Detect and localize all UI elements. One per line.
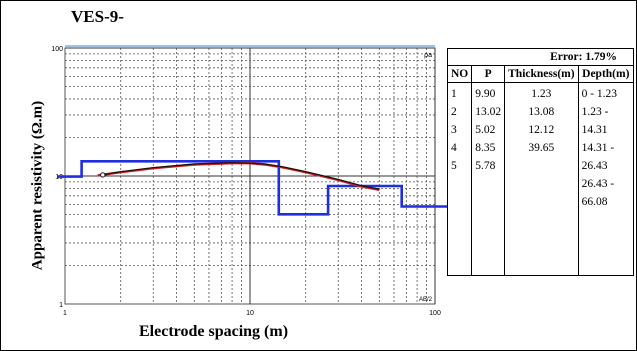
inversion-results-table: Error: 1.79% NO P Thickness(m) Depth(m) …: [446, 48, 635, 276]
cell-row4-col2: 8.35: [475, 142, 496, 154]
y-tick-label: 1: [59, 302, 63, 309]
header-no: NO: [446, 65, 473, 83]
chart-title: VES-9-: [71, 7, 124, 26]
x-tick-label: 10: [246, 310, 254, 317]
thickness-column: 1.23 13.08 12.12 39.65: [504, 82, 579, 231]
cell-row4-col4: 26.43 - 66.08: [581, 178, 615, 208]
cell-row5-col1: 5: [451, 160, 457, 172]
table-spacer-row: [446, 231, 635, 276]
cell-row2-col1: 2: [451, 106, 457, 118]
layer-model-line: [57, 160, 447, 216]
cell-row3-col3: 12.12: [528, 124, 555, 136]
x-tick-label: 1: [63, 310, 67, 317]
ab2-label: AB/2: [419, 297, 433, 303]
y-tick-label: 100: [51, 46, 63, 53]
depth-column: 0 - 1.23 1.23 - 14.31 14.31 - 26.43 26.43 -…: [577, 82, 635, 231]
cell-row3-col1: 3: [451, 124, 457, 136]
cell-row5-col3: [508, 157, 574, 175]
error-label: Error: 1.79%: [447, 48, 634, 66]
no-column: 1 2 3 4 5: [446, 82, 473, 231]
cell-row5-col2: 5.78: [475, 160, 496, 172]
cell-row1-col1: 1: [451, 88, 457, 100]
header-depth: Depth(m): [577, 65, 635, 83]
rho-a-label: ρa: [424, 52, 432, 59]
x-axis-label: Electrode spacing (m): [139, 323, 289, 340]
table-body: 1 2 3 4 5 9.90 13.02 5.02 8.35 5.78 1.23 13.08 12.…: [446, 82, 635, 231]
x-tick-label: 100: [429, 310, 441, 317]
resistivity-column: 9.90 13.02 5.02 8.35 5.78: [471, 82, 506, 231]
cell-row5-col4: [582, 211, 630, 229]
cell-row2-col4: 1.23 - 14.31: [581, 106, 609, 136]
cell-row2-col3: 13.08: [528, 106, 555, 118]
cell-row2-col2: 13.02: [475, 106, 502, 118]
table-header-row: NO P Thickness(m) Depth(m): [446, 65, 635, 83]
cell-row1-col3: 1.23: [531, 88, 552, 100]
cell-row3-col2: 5.02: [475, 124, 496, 136]
cell-row3-col4: 14.31 - 26.43: [581, 142, 615, 172]
cell-row4-col3: 39.65: [528, 142, 555, 154]
cell-row1-col4: 0 - 1.23: [581, 88, 618, 100]
header-thickness: Thickness(m): [504, 65, 579, 83]
header-p: P: [471, 65, 506, 83]
field-data-curve: [102, 162, 380, 190]
cell-row4-col1: 4: [451, 142, 457, 154]
cell-row1-col2: 9.90: [475, 88, 496, 100]
first-data-point: [100, 172, 106, 178]
